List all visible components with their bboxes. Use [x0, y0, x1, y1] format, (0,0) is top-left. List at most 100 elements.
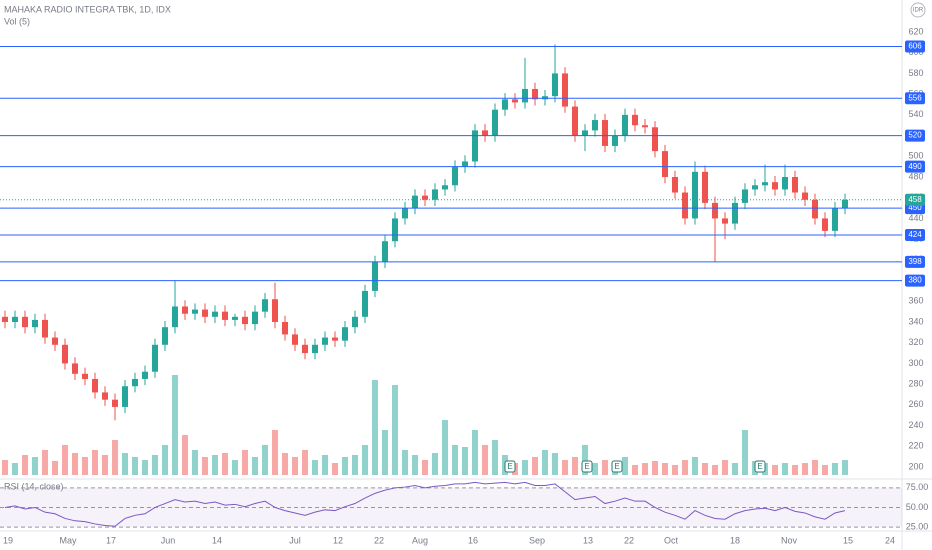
candle-body [82, 373, 88, 379]
candle-body [562, 73, 568, 107]
volume-bar [822, 465, 828, 475]
candle-body [342, 327, 348, 341]
volume-bar [652, 461, 658, 475]
candle-body [572, 106, 578, 136]
candle-body [12, 316, 18, 322]
candle-body [202, 309, 208, 317]
candle-body [752, 185, 758, 190]
volume-bar [112, 440, 118, 475]
volume-bar [432, 453, 438, 475]
volume-bar [572, 457, 578, 475]
candle-body [352, 316, 358, 328]
x-tick-label: Jun [161, 535, 176, 545]
candle-body [462, 161, 468, 167]
volume-bar [152, 455, 158, 475]
volume-bar [302, 450, 308, 475]
volume-bar [842, 460, 848, 475]
candle-body [712, 202, 718, 219]
y-tick-label: 620 [908, 26, 923, 36]
candle-body [132, 378, 138, 387]
volume-bar [42, 450, 48, 475]
candle-body [292, 334, 298, 345]
level-label: 556 [908, 93, 922, 102]
earnings-marker [754, 460, 766, 473]
candle-body [652, 127, 658, 152]
volume-bar [332, 463, 338, 475]
y-tick-label: 480 [908, 171, 923, 181]
candle-body [72, 363, 78, 374]
candle-body [272, 299, 278, 322]
candle-body [622, 114, 628, 136]
level-label: 450 [908, 203, 922, 212]
y-tick-label: 240 [908, 420, 923, 430]
last-price-label: 458 [908, 195, 922, 204]
candle-body [262, 299, 268, 312]
candle-body [672, 177, 678, 193]
volume-bar [292, 457, 298, 475]
y-tick-label: 580 [908, 68, 923, 78]
candle-body [592, 120, 598, 131]
volume-bar [412, 455, 418, 475]
volume-bar [632, 465, 638, 475]
candle-body [22, 316, 28, 328]
x-tick-label: 18 [730, 535, 740, 545]
candle-body [422, 195, 428, 200]
candle-body [322, 337, 328, 345]
volume-bar [662, 463, 668, 475]
candle-body [122, 386, 128, 407]
level-tag [905, 274, 925, 287]
last-price-tag [905, 193, 925, 206]
candle-body [632, 114, 638, 126]
level-label: 606 [908, 42, 922, 51]
candle-body [112, 399, 118, 407]
volume-bar [52, 461, 58, 475]
candle-body [842, 199, 848, 209]
candle-body [222, 311, 228, 320]
candle-body [822, 218, 828, 231]
earnings-marker [581, 460, 593, 473]
volume-bar [92, 450, 98, 475]
candle-body [212, 311, 218, 317]
candle-body [832, 208, 838, 231]
candle-body [172, 306, 178, 328]
volume-bar [562, 460, 568, 475]
volume-bar [132, 457, 138, 475]
candle-body [452, 166, 458, 186]
volume-bar [592, 463, 598, 475]
rsi-label: RSI (14, close) [4, 481, 64, 491]
level-label: 398 [908, 257, 922, 266]
volume-bar [362, 445, 368, 475]
y-tick-label: 280 [908, 379, 923, 389]
volume-bar [282, 453, 288, 475]
y-tick-label: 220 [908, 441, 923, 451]
candle-body [372, 261, 378, 291]
candle-body [182, 306, 188, 314]
currency-badge[interactable] [910, 2, 926, 18]
candle-body [582, 130, 588, 136]
candle-body [682, 192, 688, 219]
earnings-label: E [757, 462, 762, 471]
candle-body [692, 171, 698, 219]
candle-body [282, 322, 288, 335]
volume-bar [452, 445, 458, 475]
volume-bar [182, 435, 188, 475]
x-tick-label: Sep [529, 535, 545, 545]
x-tick-label: 16 [468, 535, 478, 545]
earnings-label: E [584, 462, 589, 471]
x-tick-label: Oct [664, 535, 679, 545]
volume-bar [462, 447, 468, 475]
candle-body [522, 88, 528, 103]
volume-bar [162, 445, 168, 475]
earnings-marker [504, 460, 516, 473]
candle-body [802, 192, 808, 200]
candle-body [612, 135, 618, 146]
candle-body [362, 290, 368, 317]
level-label: 490 [908, 162, 922, 171]
candle-body [42, 319, 48, 338]
x-tick-label: Aug [412, 535, 428, 545]
volume-bar [62, 445, 68, 475]
candle-body [32, 319, 38, 328]
candle-body [252, 311, 258, 325]
